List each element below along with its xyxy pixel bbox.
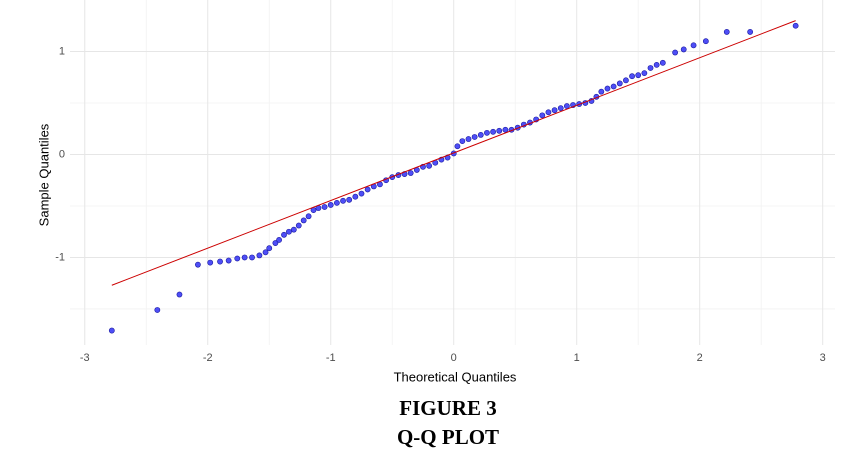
point [305, 213, 312, 220]
point [690, 42, 697, 49]
point [272, 240, 279, 246]
x-tick-label: -1 [326, 352, 336, 364]
y-tick-label: 1 [59, 45, 65, 57]
point [266, 245, 273, 252]
point [702, 38, 709, 45]
point [407, 170, 414, 176]
point [225, 257, 232, 264]
point [502, 126, 509, 133]
point [623, 77, 629, 84]
point [465, 136, 472, 142]
point [604, 85, 611, 92]
point [551, 107, 558, 114]
point [563, 103, 570, 109]
point [484, 129, 490, 136]
point [545, 109, 552, 116]
point [321, 204, 328, 210]
y-tick-label: -1 [55, 251, 65, 263]
point [747, 29, 754, 35]
x-tick-label: 3 [820, 352, 826, 364]
point [629, 73, 635, 80]
point [477, 132, 484, 138]
point [176, 291, 183, 298]
point [276, 237, 282, 243]
point [300, 217, 307, 224]
point [295, 222, 302, 229]
point [290, 226, 297, 233]
point [659, 59, 666, 66]
point [217, 258, 223, 265]
point [459, 138, 466, 144]
point [241, 254, 248, 261]
point [256, 252, 263, 259]
x-tick-label: -3 [80, 352, 90, 364]
x-tick-label: -2 [203, 352, 213, 364]
point [333, 199, 340, 206]
point [352, 193, 359, 200]
x-axis-title: Theoretical Quantiles [394, 369, 517, 384]
point [364, 186, 371, 193]
point [647, 65, 654, 71]
y-tick-label: 0 [59, 148, 65, 160]
point [281, 231, 287, 238]
point [286, 228, 292, 235]
point [340, 197, 346, 204]
point [680, 46, 687, 53]
point [490, 128, 496, 135]
point [616, 80, 623, 87]
point [358, 190, 365, 197]
point [154, 307, 161, 313]
point [557, 105, 564, 112]
x-tick-label: 2 [697, 352, 703, 364]
point [653, 61, 660, 68]
caption-line: FIGURE 3 [399, 396, 496, 420]
point [426, 162, 433, 169]
point [610, 83, 617, 90]
point [195, 261, 201, 268]
point [598, 88, 605, 95]
reference-line [111, 20, 796, 286]
x-tick-label: 0 [451, 352, 457, 364]
point [723, 29, 730, 35]
point [249, 254, 255, 261]
point [207, 259, 214, 266]
point [635, 72, 642, 79]
point [234, 255, 241, 262]
point [471, 134, 478, 140]
point [108, 327, 115, 334]
point [641, 70, 648, 77]
point [792, 22, 799, 29]
x-tick-label: 1 [574, 352, 580, 364]
caption-line: Q-Q PLOT [397, 425, 499, 449]
y-axis-title: Sample Quantiles [36, 123, 51, 226]
point [262, 249, 269, 256]
point [672, 49, 679, 56]
point [496, 127, 503, 134]
point [454, 143, 461, 150]
point [346, 196, 353, 203]
point [539, 112, 546, 119]
point [327, 202, 334, 208]
